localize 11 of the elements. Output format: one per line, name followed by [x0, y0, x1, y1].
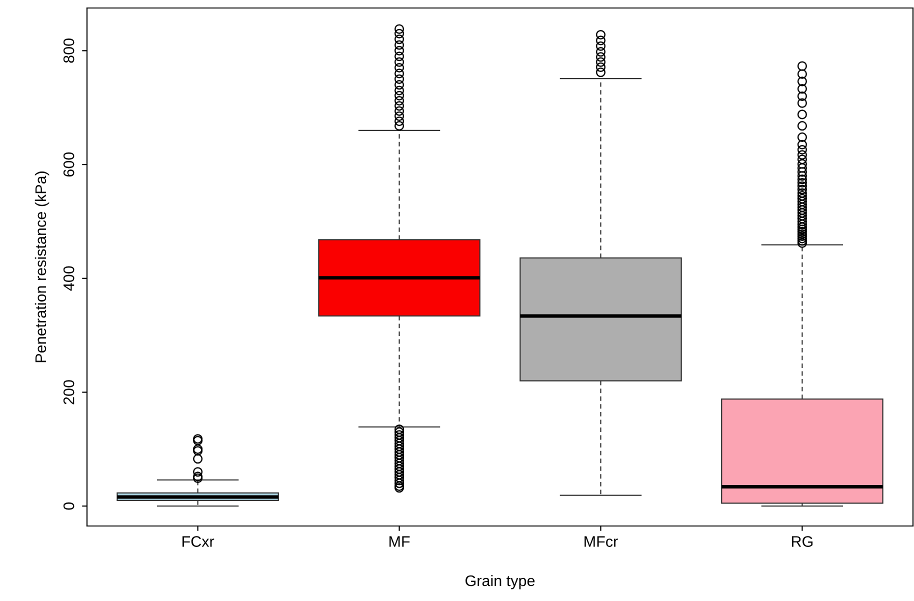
x-tick-label: RG	[792, 536, 813, 547]
x-axis-title: Grain type	[466, 574, 535, 590]
y-tick-label: 400	[63, 266, 74, 291]
y-tick-label: 800	[63, 38, 74, 63]
y-tick-label: 200	[63, 380, 74, 404]
x-tick-label: MF	[389, 536, 410, 547]
y-axis-title: Penetration resistance (kPa)	[34, 172, 50, 362]
y-tick-label: 0	[63, 502, 74, 510]
x-tick-label: FCxr	[182, 536, 214, 547]
y-tick-label: 600	[63, 152, 74, 177]
x-tick-label: MFcr	[584, 536, 618, 547]
